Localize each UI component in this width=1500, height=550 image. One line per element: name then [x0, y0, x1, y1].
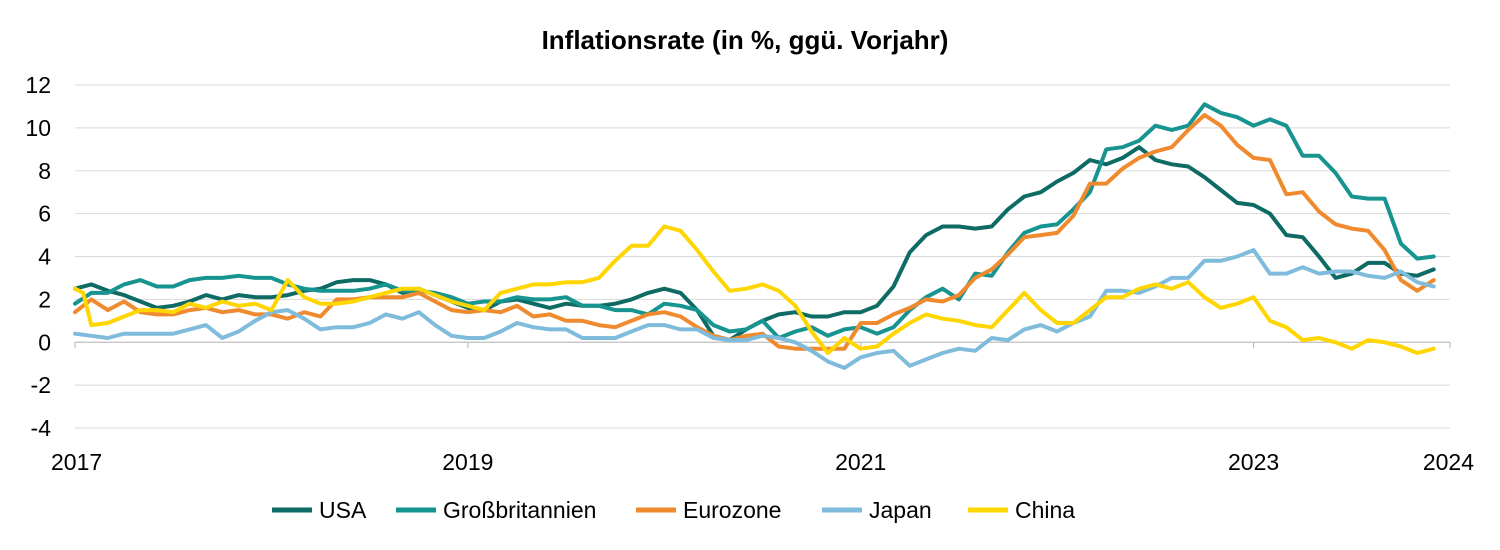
- y-tick-label: 12: [25, 72, 51, 98]
- series-line-eurozone: [73, 113, 1436, 351]
- chart-title: Inflationsrate (in %, ggü. Vorjahr): [542, 25, 949, 55]
- legend-label: Eurozone: [683, 497, 781, 523]
- series-lines: [73, 102, 1436, 370]
- x-axis-ticks: 2017 2019 2021 2023 2024: [51, 342, 1474, 475]
- y-tick-label: 6: [38, 201, 51, 227]
- y-tick-label: -2: [31, 372, 51, 398]
- gridlines: [75, 84, 1450, 429]
- legend-label: Großbritannien: [443, 497, 596, 523]
- y-tick-label: 4: [38, 244, 51, 270]
- y-tick-label: 8: [38, 158, 51, 184]
- x-tick-label: 2023: [1228, 449, 1279, 475]
- y-tick-label: 0: [38, 329, 51, 355]
- y-axis-ticks: -4 -2 0 2 4 6 8 10 12: [25, 72, 51, 441]
- series-line-china: [73, 224, 1436, 355]
- legend-label: China: [1015, 497, 1075, 523]
- x-tick-label: 2024: [1423, 449, 1474, 475]
- series-line-gro-britannien: [73, 102, 1436, 340]
- y-tick-label: 10: [25, 115, 51, 141]
- x-tick-label: 2021: [835, 449, 886, 475]
- legend-label: USA: [319, 497, 367, 523]
- y-tick-label: 2: [38, 286, 51, 312]
- legend-label: Japan: [869, 497, 932, 523]
- x-tick-label: 2017: [51, 449, 102, 475]
- series-line-japan: [73, 248, 1436, 370]
- y-tick-label: -4: [31, 415, 52, 441]
- legend: USA Großbritannien Eurozone Japan China: [272, 497, 1075, 523]
- x-tick-label: 2019: [442, 449, 493, 475]
